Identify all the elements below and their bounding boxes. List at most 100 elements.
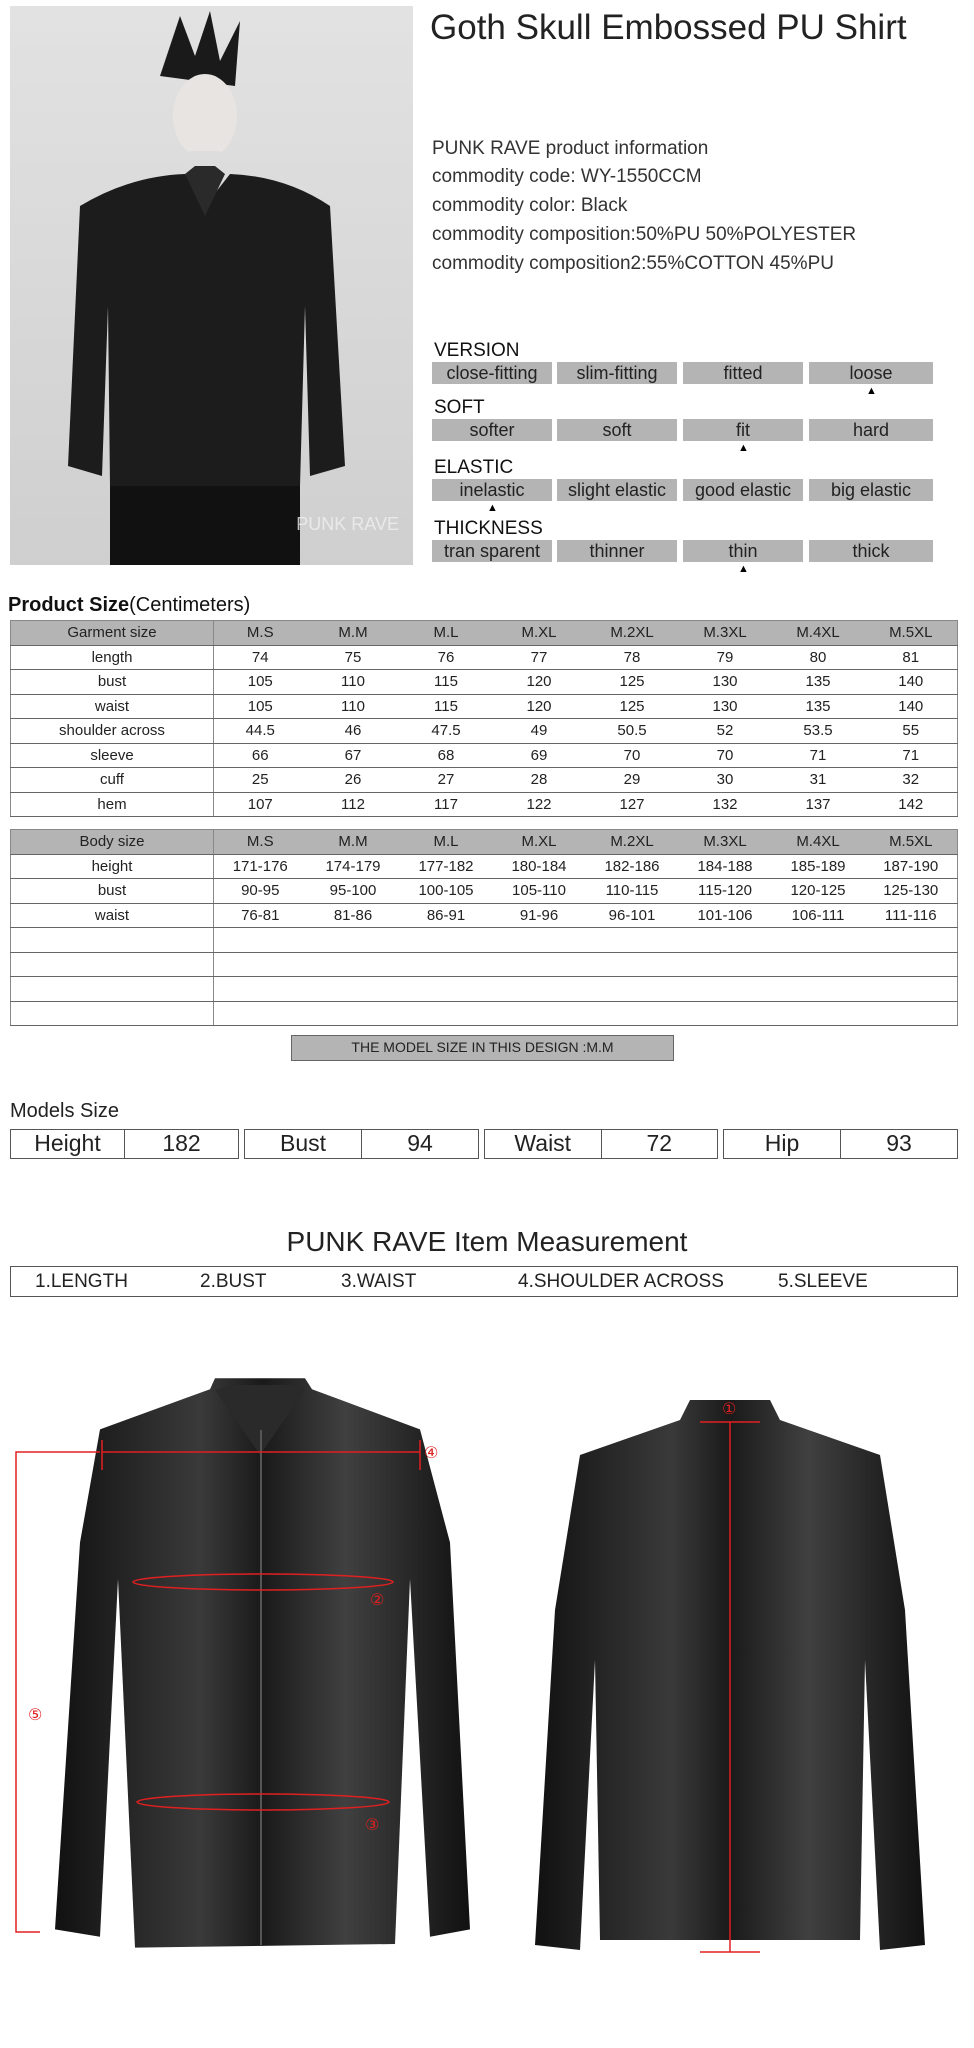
table-row: length 74 75 76 77 78 79 80 81: [10, 645, 958, 670]
model-figure-image: [68, 11, 345, 565]
header-cell: M.M: [306, 829, 400, 855]
table-cell: 140: [864, 694, 958, 719]
table-cell: 130: [678, 694, 772, 719]
model-measure-label: Bust: [245, 1130, 362, 1158]
empty-row: [10, 976, 958, 1002]
table-cell: 142: [864, 792, 958, 817]
model-measure-label: Hip: [724, 1130, 841, 1158]
table-cell: height: [10, 854, 214, 879]
table-cell: 120: [492, 694, 586, 719]
table-header-row: Garment size M.S M.M M.L M.XL M.2XL M.3XL M.4XL…: [10, 620, 958, 646]
model-measure-value: 182: [162, 1130, 201, 1156]
attr-option: inelastic: [432, 479, 552, 501]
table-cell: 101-106: [678, 903, 772, 928]
attr-option: fitted: [683, 362, 803, 384]
attr-label-elastic: ELASTIC: [434, 457, 514, 478]
attr-option: soft: [557, 419, 677, 441]
attr-option: thinner: [557, 540, 677, 562]
table-cell: 125: [585, 694, 679, 719]
model-measure-height: Height 182: [10, 1129, 239, 1159]
header-cell: M.XL: [492, 829, 586, 855]
table-cell: 31: [771, 767, 865, 793]
table-cell: 105: [213, 669, 307, 695]
table-cell: 110: [306, 669, 400, 695]
product-title: Goth Skull Embossed PU Shirt: [430, 8, 907, 47]
table-cell: 174-179: [306, 854, 400, 879]
table-cell: 105: [213, 694, 307, 719]
table-cell: cuff: [10, 767, 214, 793]
legend-waist: 3.WAIST: [341, 1271, 417, 1292]
table-cell: waist: [10, 903, 214, 928]
table-cell: hem: [10, 792, 214, 817]
model-photo: PUNK RAVE: [10, 6, 413, 565]
header-cell: Garment size: [10, 620, 214, 646]
table-cell: 86-91: [399, 903, 493, 928]
info-code: commodity code: WY-1550CCM: [432, 166, 702, 187]
table-cell: 115: [399, 694, 493, 719]
garment-size-table: Garment size M.S M.M M.L M.XL M.2XL M.3XL M.4XL…: [10, 620, 958, 817]
measurement-lines: [15, 1421, 760, 1953]
table-cell: 77: [492, 645, 586, 670]
table-cell: 81-86: [306, 903, 400, 928]
table-cell: 76-81: [213, 903, 307, 928]
attr-option: tran sparent: [432, 540, 552, 562]
table-cell: 74: [213, 645, 307, 670]
attr-option: close-fitting: [432, 362, 552, 384]
attr-option: softer: [432, 419, 552, 441]
table-cell: 25: [213, 767, 307, 793]
info-composition2: commodity composition2:55%COTTON 45%PU: [432, 253, 834, 274]
table-cell: bust: [10, 669, 214, 695]
table-header-row: Body size M.S M.M M.L M.XL M.2XL M.3XL M.4XL M.5…: [10, 829, 958, 855]
model-measure-hip: Hip 93: [723, 1129, 958, 1159]
model-measure-label: Height: [11, 1130, 125, 1158]
table-cell: 105-110: [492, 878, 586, 904]
table-cell: waist: [10, 694, 214, 719]
table-cell: 140: [864, 669, 958, 695]
empty-row: [10, 927, 958, 953]
header-cell: M.XL: [492, 620, 586, 646]
table-cell: shoulder across: [10, 718, 214, 744]
table-row: shoulder across 44.5 46 47.5 49 50.5 52 53.5 55: [10, 718, 958, 744]
attr-option: fit: [683, 419, 803, 441]
selected-arrow-icon: ▲: [866, 385, 877, 397]
table-cell: 187-190: [864, 854, 958, 879]
table-cell: 26: [306, 767, 400, 793]
table-cell: 75: [306, 645, 400, 670]
attr-label-soft: SOFT: [434, 397, 485, 418]
table-cell: 110-115: [585, 878, 679, 904]
table-cell: 67: [306, 743, 400, 768]
table-cell: 120-125: [771, 878, 865, 904]
attr-option: slight elastic: [557, 479, 677, 501]
attr-option: thin: [683, 540, 803, 562]
model-measure-value: 93: [886, 1130, 912, 1156]
measurement-legend: 1.LENGTH 2.BUST 3.WAIST 4.SHOULDER ACROS…: [10, 1266, 958, 1297]
waist-ellipse: [136, 1793, 390, 1811]
attr-option: loose: [809, 362, 933, 384]
table-cell: 66: [213, 743, 307, 768]
table-cell: 53.5: [771, 718, 865, 744]
sleeve-line: [15, 1451, 100, 1933]
table-cell: 127: [585, 792, 679, 817]
info-composition: commodity composition:50%PU 50%POLYESTER: [432, 224, 857, 245]
product-size-title: Product Size(Centimeters): [8, 594, 251, 616]
table-cell: 46: [306, 718, 400, 744]
table-cell: 69: [492, 743, 586, 768]
header-cell: M.2XL: [585, 620, 679, 646]
selected-arrow-icon: ▲: [738, 563, 749, 575]
table-cell: 28: [492, 767, 586, 793]
table-cell: 78: [585, 645, 679, 670]
table-cell: 81: [864, 645, 958, 670]
table-cell: 122: [492, 792, 586, 817]
header-cell: M.L: [399, 620, 493, 646]
table-cell: 55: [864, 718, 958, 744]
table-cell: 91-96: [492, 903, 586, 928]
header-cell: M.S: [213, 829, 307, 855]
model-measure-value: 94: [407, 1130, 433, 1156]
table-cell: 49: [492, 718, 586, 744]
legend-shoulder: 4.SHOULDER ACROSS: [518, 1271, 724, 1292]
table-cell: 177-182: [399, 854, 493, 879]
table-cell: 112: [306, 792, 400, 817]
table-cell: 76: [399, 645, 493, 670]
table-cell: 120: [492, 669, 586, 695]
header-cell: M.S: [213, 620, 307, 646]
